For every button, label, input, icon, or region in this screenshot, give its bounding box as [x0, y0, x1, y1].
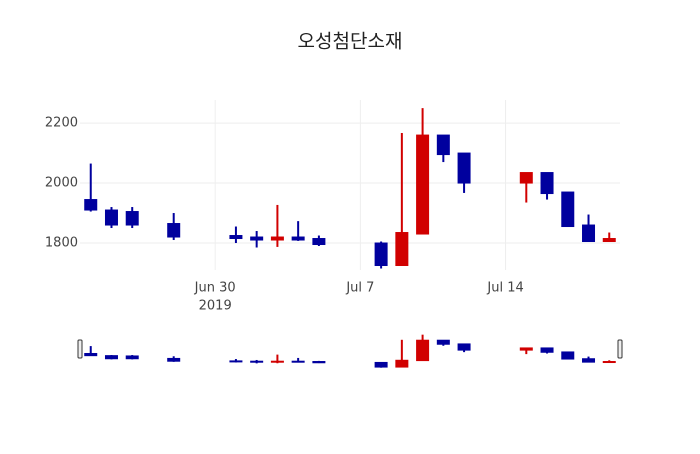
slider-body	[312, 361, 326, 364]
slider-body	[291, 360, 305, 363]
slider-body	[416, 339, 430, 362]
body	[457, 152, 471, 184]
x-tick-label: Jul 7	[345, 281, 374, 296]
body	[436, 134, 450, 156]
slider-body	[84, 352, 98, 357]
body	[395, 232, 409, 267]
slider-body	[457, 343, 471, 351]
body	[125, 211, 139, 226]
body	[561, 191, 575, 228]
slider-body	[374, 361, 388, 368]
y-tick-label: 2200	[45, 116, 78, 131]
body	[374, 242, 388, 267]
x-tick-label: Jul 14	[486, 281, 523, 296]
slider-body	[125, 355, 139, 360]
slider-body	[561, 351, 575, 360]
y-tick-label: 1800	[45, 236, 78, 251]
body	[582, 224, 596, 243]
body	[250, 236, 264, 241]
slider-body	[582, 358, 596, 363]
slider-body	[436, 339, 450, 345]
rangeslider-bg	[80, 330, 620, 371]
body	[167, 223, 181, 238]
body	[84, 199, 98, 211]
slider-body	[250, 360, 264, 363]
x-tick-label: Jun 30	[194, 281, 236, 296]
body	[519, 172, 533, 184]
body	[229, 235, 243, 240]
body	[416, 134, 430, 235]
rangeslider-handle	[617, 339, 623, 359]
slider-body	[395, 359, 409, 368]
slider-body	[540, 347, 554, 353]
body	[540, 172, 554, 195]
body	[270, 236, 284, 241]
chart-title: 오성첨단소재	[298, 31, 403, 53]
x-year-label: 2019	[199, 299, 232, 314]
rangeslider-handle	[77, 339, 83, 359]
slider-body	[602, 361, 616, 364]
slider-body	[270, 360, 284, 363]
slider-body	[167, 357, 181, 362]
body	[602, 238, 616, 243]
body	[291, 236, 305, 241]
slider-body	[104, 355, 118, 360]
body	[312, 238, 326, 246]
slider-body	[229, 360, 243, 363]
y-tick-label: 2000	[45, 176, 78, 191]
body	[104, 209, 118, 226]
slider-body	[519, 347, 533, 351]
